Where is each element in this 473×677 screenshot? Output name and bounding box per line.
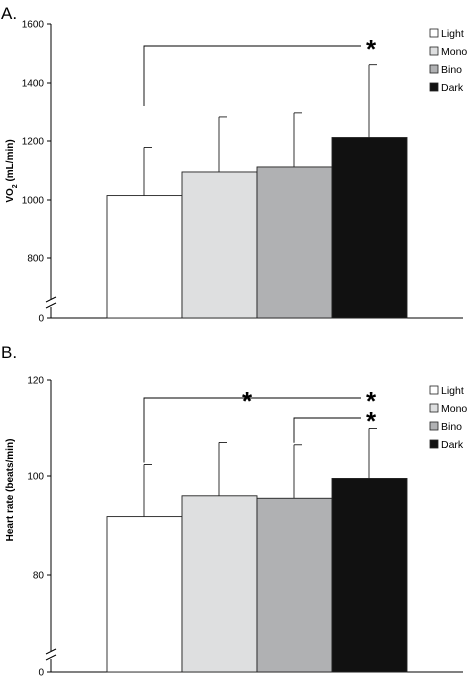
- significance-star: *: [366, 34, 377, 64]
- y-tick-label: 80: [33, 571, 45, 582]
- bar-mono: [181, 171, 258, 319]
- y-axis-title: VO2 (mL/min): [5, 139, 19, 202]
- panel-label: A.: [1, 4, 17, 23]
- legend-label-bino: Bino: [441, 64, 462, 76]
- y-tick-label: 1000: [22, 196, 45, 207]
- y-tick-label: 800: [27, 254, 44, 265]
- legend-label-dark: Dark: [441, 439, 464, 451]
- legend-label-light: Light: [441, 28, 464, 40]
- legend-swatch-bino: [429, 64, 439, 74]
- y-tick-label: 100: [27, 472, 44, 483]
- axis-break-mark: [45, 654, 57, 661]
- y-tick-label: 120: [27, 376, 44, 387]
- bar-light: [106, 516, 183, 673]
- bar-dark: [331, 478, 408, 673]
- significance-bracket: [143, 397, 361, 463]
- panel-label: B.: [1, 343, 17, 362]
- axis-break-mark: [45, 648, 57, 655]
- y-tick-label: 1200: [22, 137, 45, 148]
- y-axis-title: Heart rate (beats/min): [5, 439, 16, 542]
- bar-bino: [256, 166, 333, 319]
- axis-break-mark: [45, 302, 57, 309]
- legend-swatch-dark: [429, 439, 439, 449]
- significance-star: *: [366, 406, 377, 436]
- legend-swatch-mono: [429, 403, 439, 413]
- legend-label-bino: Bino: [441, 421, 462, 433]
- legend-swatch-light: [429, 385, 439, 395]
- y-tick-label: 0: [38, 668, 44, 677]
- significance-bracket: [293, 417, 361, 443]
- legend-swatch-dark: [429, 82, 439, 92]
- legend-swatch-bino: [429, 421, 439, 431]
- legend-label-dark: Dark: [441, 82, 464, 94]
- bar-bino: [256, 497, 333, 673]
- legend-swatch-light: [429, 28, 439, 38]
- y-tick-label: 0: [38, 314, 44, 325]
- bar-dark: [331, 137, 408, 319]
- y-tick-label: 1600: [22, 20, 45, 31]
- significance-star: *: [366, 386, 377, 416]
- y-tick-label: 1400: [22, 79, 45, 90]
- bar-light: [106, 195, 183, 319]
- bar-mono: [181, 495, 258, 673]
- axis-break-mark: [45, 296, 57, 303]
- legend-label-light: Light: [441, 385, 464, 397]
- legend-label-mono: Mono: [441, 46, 467, 58]
- legend-label-mono: Mono: [441, 403, 467, 415]
- significance-star: *: [242, 386, 253, 416]
- legend-swatch-mono: [429, 46, 439, 56]
- significance-bracket: [143, 45, 361, 106]
